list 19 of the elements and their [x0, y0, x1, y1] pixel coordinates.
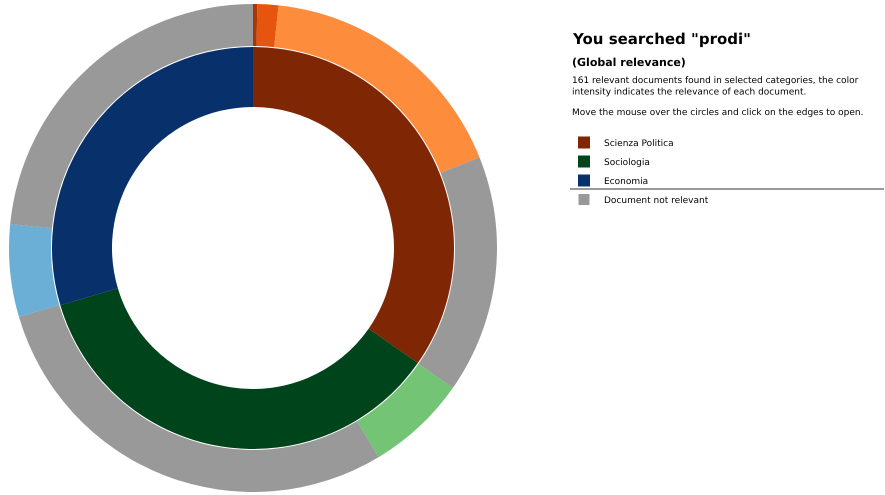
donut-slice [256, 4, 279, 48]
text: (Global relevance) [572, 56, 686, 69]
donut-slice [9, 224, 60, 317]
chart-title: You searched "prodi" [572, 30, 751, 48]
donut-slice [418, 157, 497, 388]
text: 161 relevant documents found in selected categories, the color intensity indicates the relevance of each document. [572, 76, 859, 98]
donut-slice [357, 364, 453, 458]
legend-label: Economia [604, 177, 648, 188]
donut-slice [274, 5, 480, 173]
legend-label: Scienza Politica [604, 139, 674, 150]
donut-slice [52, 47, 253, 306]
donut-slice [253, 47, 454, 364]
legend-label: Document not relevant [604, 196, 709, 206]
legend-label: Sociologia [604, 158, 650, 168]
donut-slice [60, 288, 418, 449]
donut-slice [10, 4, 253, 228]
donut-slice [18, 304, 379, 492]
text: Move the mouse over the circles and click on the edges to open. [572, 108, 864, 118]
donut-slice [253, 4, 258, 46]
